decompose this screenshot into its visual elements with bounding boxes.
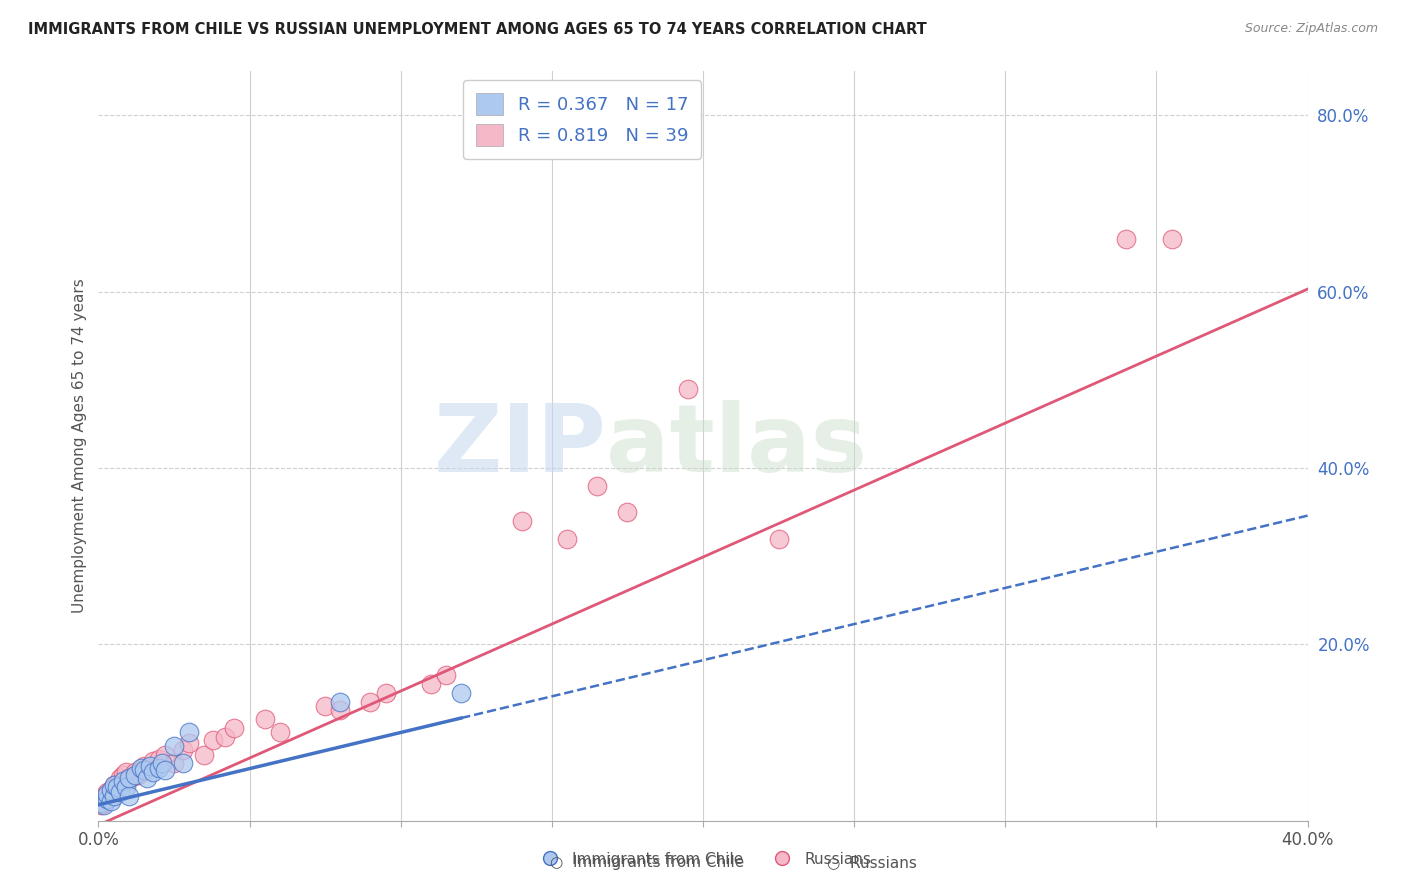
Point	[90, 796, 112, 810]
Point	[103, 778, 125, 792]
Point	[420, 677, 443, 691]
Point	[100, 782, 122, 797]
Point	[314, 699, 336, 714]
Point	[374, 686, 396, 700]
Point	[153, 747, 176, 762]
Point	[135, 772, 157, 786]
Point	[179, 725, 201, 739]
Point	[450, 686, 472, 700]
Point	[434, 668, 457, 682]
Point	[135, 763, 157, 777]
Legend: Immigrants from Chile, Russians: Immigrants from Chile, Russians	[529, 846, 877, 873]
Point	[96, 785, 118, 799]
Point	[329, 703, 352, 717]
Point	[93, 797, 115, 812]
Point	[114, 780, 136, 794]
Point	[224, 721, 246, 735]
Point	[129, 761, 152, 775]
Point	[103, 789, 125, 803]
Point	[100, 789, 122, 803]
Point	[172, 756, 194, 771]
Point	[121, 770, 143, 784]
Point	[93, 789, 115, 803]
Point	[329, 695, 352, 709]
Point	[193, 747, 215, 762]
Point	[172, 743, 194, 757]
Point	[114, 765, 136, 780]
Point	[124, 765, 146, 780]
Text: Source: ZipAtlas.com: Source: ZipAtlas.com	[1244, 22, 1378, 36]
Point	[153, 763, 176, 777]
Point	[111, 774, 134, 789]
Point	[96, 791, 118, 805]
Point	[103, 778, 125, 792]
Point	[150, 756, 173, 771]
Point	[510, 514, 533, 528]
Point	[96, 787, 118, 801]
Point	[202, 732, 225, 747]
Point	[108, 772, 131, 786]
Point	[1115, 232, 1137, 246]
Point	[105, 776, 128, 790]
Point	[111, 768, 134, 782]
Point	[103, 787, 125, 801]
Point	[114, 774, 136, 789]
Point	[129, 763, 152, 777]
Point	[108, 785, 131, 799]
Point	[96, 791, 118, 805]
Point	[616, 505, 638, 519]
Point	[1160, 232, 1182, 246]
Point	[105, 782, 128, 797]
Text: IMMIGRANTS FROM CHILE VS RUSSIAN UNEMPLOYMENT AMONG AGES 65 TO 74 YEARS CORRELAT: IMMIGRANTS FROM CHILE VS RUSSIAN UNEMPLO…	[28, 22, 927, 37]
Point	[105, 780, 128, 794]
Point	[148, 752, 170, 766]
Text: atlas: atlas	[606, 400, 868, 492]
Point	[142, 765, 165, 780]
Point	[139, 759, 162, 773]
Point	[555, 532, 578, 546]
Point	[132, 759, 155, 773]
Point	[676, 382, 699, 396]
Point	[111, 776, 134, 790]
Point	[93, 796, 115, 810]
Point	[127, 768, 149, 782]
Point	[100, 782, 122, 797]
Text: ○  Russians: ○ Russians	[827, 855, 917, 870]
Point	[179, 736, 201, 750]
Point	[586, 478, 609, 492]
Point	[100, 794, 122, 808]
Point	[132, 763, 155, 777]
Point	[360, 695, 382, 709]
Point	[269, 725, 291, 739]
Point	[163, 739, 186, 753]
Point	[163, 756, 186, 771]
Point	[118, 789, 141, 803]
Y-axis label: Unemployment Among Ages 65 to 74 years: Unemployment Among Ages 65 to 74 years	[72, 278, 87, 614]
Point	[108, 780, 131, 794]
Point	[142, 754, 165, 768]
Point	[118, 772, 141, 786]
Point	[90, 797, 112, 812]
Point	[90, 794, 112, 808]
Point	[124, 768, 146, 782]
Point	[214, 730, 236, 744]
Point	[768, 532, 790, 546]
Text: ZIP: ZIP	[433, 400, 606, 492]
Point	[253, 712, 276, 726]
Point	[118, 772, 141, 786]
Point	[148, 761, 170, 775]
Text: ○  Immigrants from Chile: ○ Immigrants from Chile	[550, 855, 744, 870]
